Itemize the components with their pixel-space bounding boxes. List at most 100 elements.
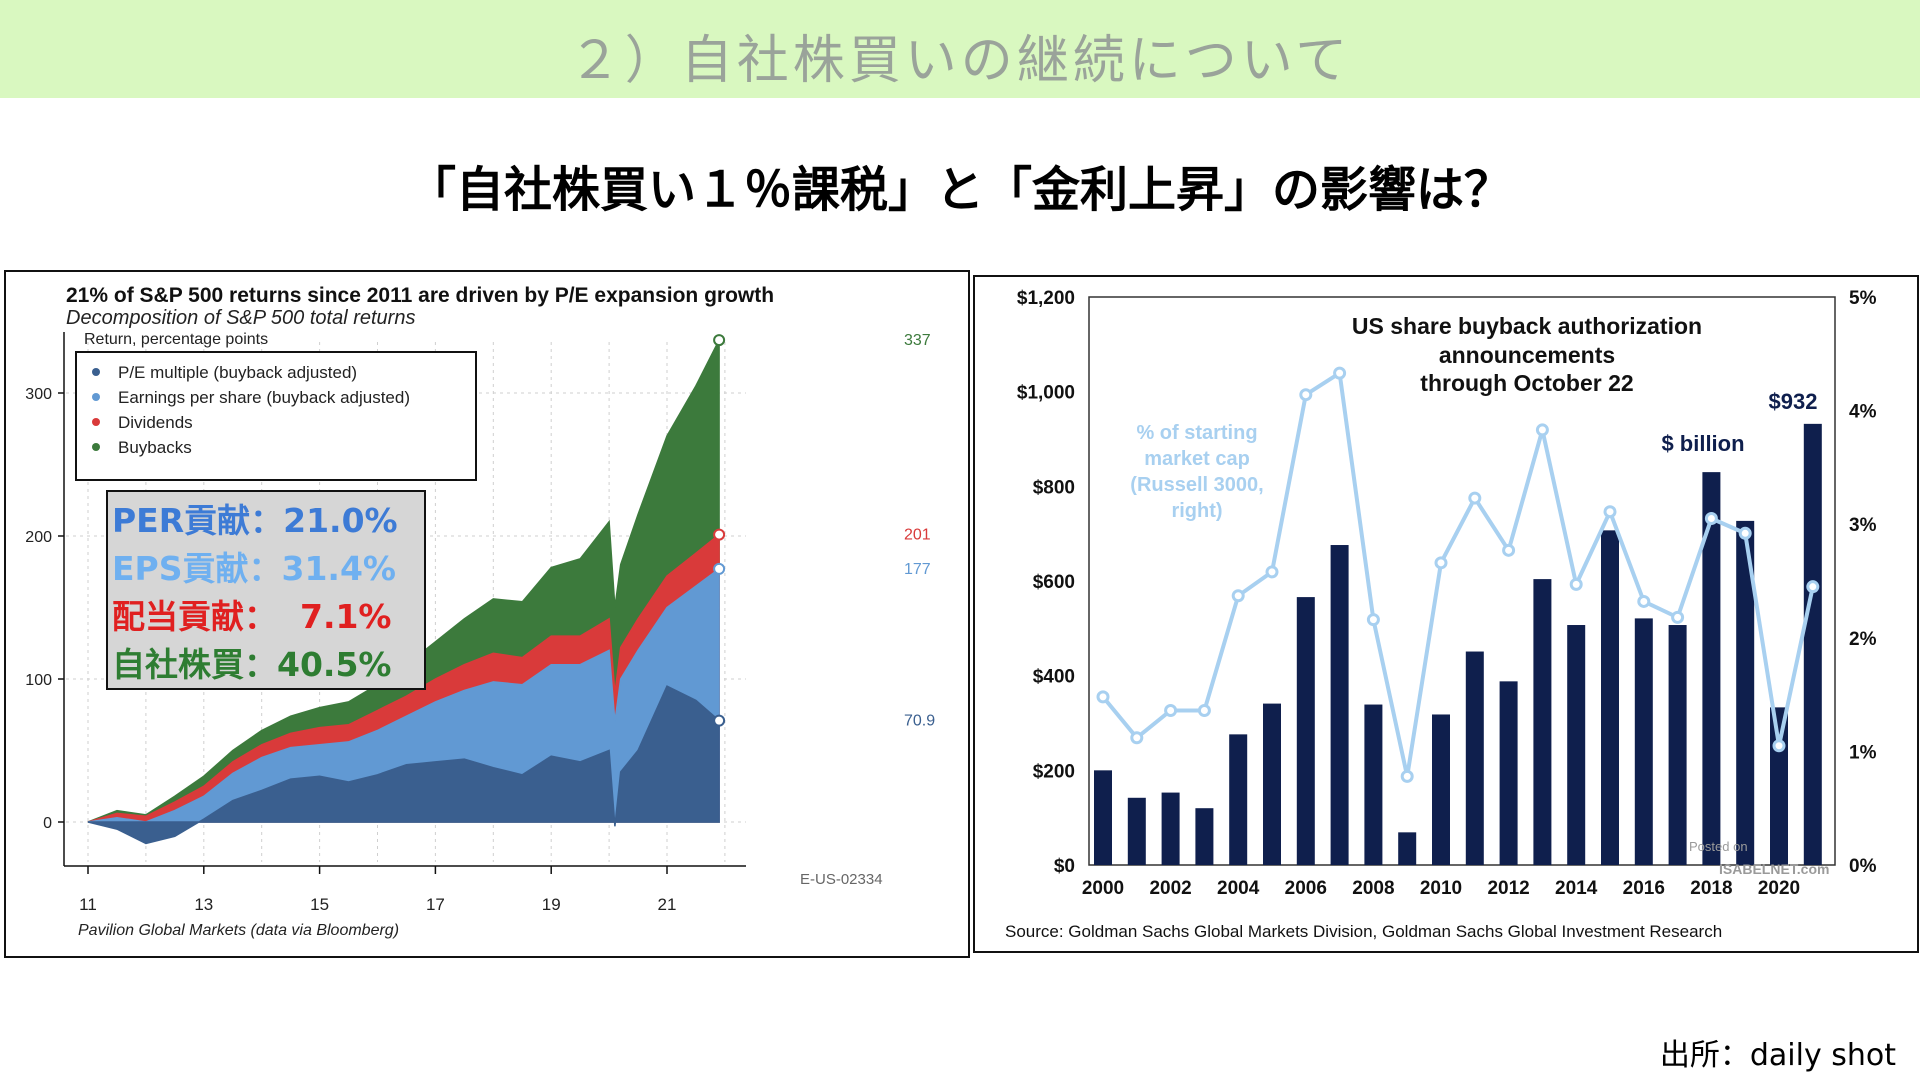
market-cap-point xyxy=(1468,491,1482,505)
left-x-tick-label: 19 xyxy=(542,895,561,914)
slide-header-title: ２）自社株買いの継続について xyxy=(568,31,1352,91)
market-cap-point xyxy=(1265,565,1279,579)
market-cap-point xyxy=(1637,594,1651,608)
left-chart-title: 21% of S&P 500 returns since 2011 are dr… xyxy=(66,284,774,307)
x-tick-label: 2004 xyxy=(1217,878,1260,899)
bar-2001 xyxy=(1127,797,1146,865)
bar-2000 xyxy=(1094,770,1112,865)
x-tick-label: 2016 xyxy=(1623,878,1665,899)
market-cap-point xyxy=(1535,423,1549,437)
end-label: 201 xyxy=(904,527,931,544)
market-cap-point xyxy=(1671,610,1685,624)
end-marker xyxy=(713,562,726,575)
bar-2006 xyxy=(1296,597,1315,865)
x-tick-label: 2018 xyxy=(1690,878,1732,899)
bar-2011 xyxy=(1465,651,1484,865)
right-axis-tick-label: 1% xyxy=(1849,742,1877,763)
bar-2017 xyxy=(1668,625,1687,865)
eps-contribution-label: EPS貢献：31.4% xyxy=(112,549,396,588)
right-bar-series xyxy=(1094,423,1822,865)
x-tick-label: 2006 xyxy=(1285,878,1327,899)
end-label: 337 xyxy=(904,332,931,349)
right-plot-frame xyxy=(1088,296,1836,866)
right-axis-tick-label: 2% xyxy=(1849,629,1877,650)
market-cap-point xyxy=(1366,613,1380,627)
x-tick-label: 2020 xyxy=(1758,878,1800,899)
header-band xyxy=(0,0,1920,98)
legend-marker xyxy=(92,418,100,426)
bar-series-label: $ billion xyxy=(1661,431,1744,456)
legend-marker xyxy=(92,368,100,376)
x-tick-label: 2010 xyxy=(1420,878,1462,899)
bar-2019 xyxy=(1736,520,1755,865)
bar-2016 xyxy=(1634,618,1653,865)
left-chart-subtitle: Decomposition of S&P 500 total returns xyxy=(66,307,415,329)
right-title-line-3: through October 22 xyxy=(1420,370,1633,396)
right-tick-labels: $0 $200 $400 $600 $800 $1,000 $1,200 0% 1% 2% 3% 4%… xyxy=(1017,288,1877,899)
market-cap-point xyxy=(1806,580,1820,594)
market-cap-point xyxy=(1333,366,1347,380)
legend-item-label: Dividends xyxy=(118,413,193,432)
bar-2010 xyxy=(1432,714,1450,865)
left-chart-panel: 0 100 200 300 11 13 15 17 19 21 337 201 177 70.9 21%… xyxy=(4,270,970,958)
market-cap-point xyxy=(1502,543,1516,557)
x-tick-label: 2012 xyxy=(1487,878,1529,899)
legend-marker xyxy=(92,443,100,451)
peak-value-label: $932 xyxy=(1769,389,1818,414)
market-cap-point xyxy=(1231,589,1245,603)
market-cap-point xyxy=(1130,731,1144,745)
left-axis-tick-label: $600 xyxy=(1033,572,1075,593)
x-tick-label: 2014 xyxy=(1555,878,1598,899)
left-y-tick-label: 100 xyxy=(25,672,52,689)
right-line-series xyxy=(1096,366,1820,783)
bar-2013 xyxy=(1533,579,1552,865)
right-axis-tick-label: 3% xyxy=(1849,515,1877,536)
bar-2008 xyxy=(1364,704,1383,865)
watermark-line-1: Posted on xyxy=(1689,839,1748,854)
end-label: 70.9 xyxy=(904,713,935,730)
bar-2020 xyxy=(1770,707,1788,865)
left-y-tick-label: 300 xyxy=(25,386,52,403)
bar-2005 xyxy=(1263,703,1281,865)
area-series-0 xyxy=(87,685,720,845)
buyback-contribution-label: 自社株買：40.5% xyxy=(112,645,392,684)
right-axis-tick-label: 0% xyxy=(1849,856,1877,877)
left-axes xyxy=(63,332,746,867)
slide-source-note: 出所：daily shot xyxy=(1659,1038,1896,1073)
bar-2021 xyxy=(1803,423,1822,865)
bar-2014 xyxy=(1567,625,1586,865)
left-axis-tick-label: $400 xyxy=(1033,667,1075,688)
line-label-line-1: % of starting xyxy=(1136,422,1257,444)
market-cap-point xyxy=(1197,704,1211,718)
legend-item-label: P/E multiple (buyback adjusted) xyxy=(118,363,357,382)
end-marker xyxy=(713,714,726,727)
bar-2002 xyxy=(1161,792,1180,865)
left-x-tick-label: 17 xyxy=(426,895,445,914)
left-x-tick-label: 13 xyxy=(194,895,213,914)
legend-marker xyxy=(92,393,100,401)
left-chart-code: E-US-02334 xyxy=(800,871,883,888)
market-cap-point xyxy=(1704,512,1718,526)
bar-2007 xyxy=(1330,545,1349,865)
bar-2009 xyxy=(1398,832,1417,865)
legend-item-label: Earnings per share (buyback adjusted) xyxy=(118,388,410,407)
left-legend: P/E multiple (buyback adjusted) Earnings … xyxy=(75,351,477,481)
right-title-line-2: announcements xyxy=(1439,342,1615,368)
bar-2015 xyxy=(1601,530,1619,865)
right-chart-panel: $0 $200 $400 $600 $800 $1,000 $1,200 0% 1% 2% 3% 4%… xyxy=(973,275,1919,953)
watermark-line-2: ISABELNET.com xyxy=(1719,861,1829,877)
bar-2012 xyxy=(1499,681,1518,865)
market-cap-point xyxy=(1164,704,1178,718)
line-label-line-3: (Russell 3000, xyxy=(1130,474,1263,496)
bar-2003 xyxy=(1195,808,1214,865)
market-cap-point xyxy=(1299,388,1313,402)
market-cap-line xyxy=(1101,369,1815,777)
contribution-overlay-box: PER貢献：21.0% EPS貢献：31.4% 配当貢献： 7.1% 自社株買：… xyxy=(106,490,426,690)
end-marker xyxy=(713,334,726,347)
left-y-tick-label: 0 xyxy=(43,815,52,832)
line-label-line-2: market cap xyxy=(1144,448,1250,470)
left-axis-tick-label: $200 xyxy=(1033,761,1075,782)
left-area-series xyxy=(87,339,720,845)
dividend-contribution-label: 配当貢献： 7.1% xyxy=(112,597,392,636)
end-label: 177 xyxy=(904,561,931,578)
